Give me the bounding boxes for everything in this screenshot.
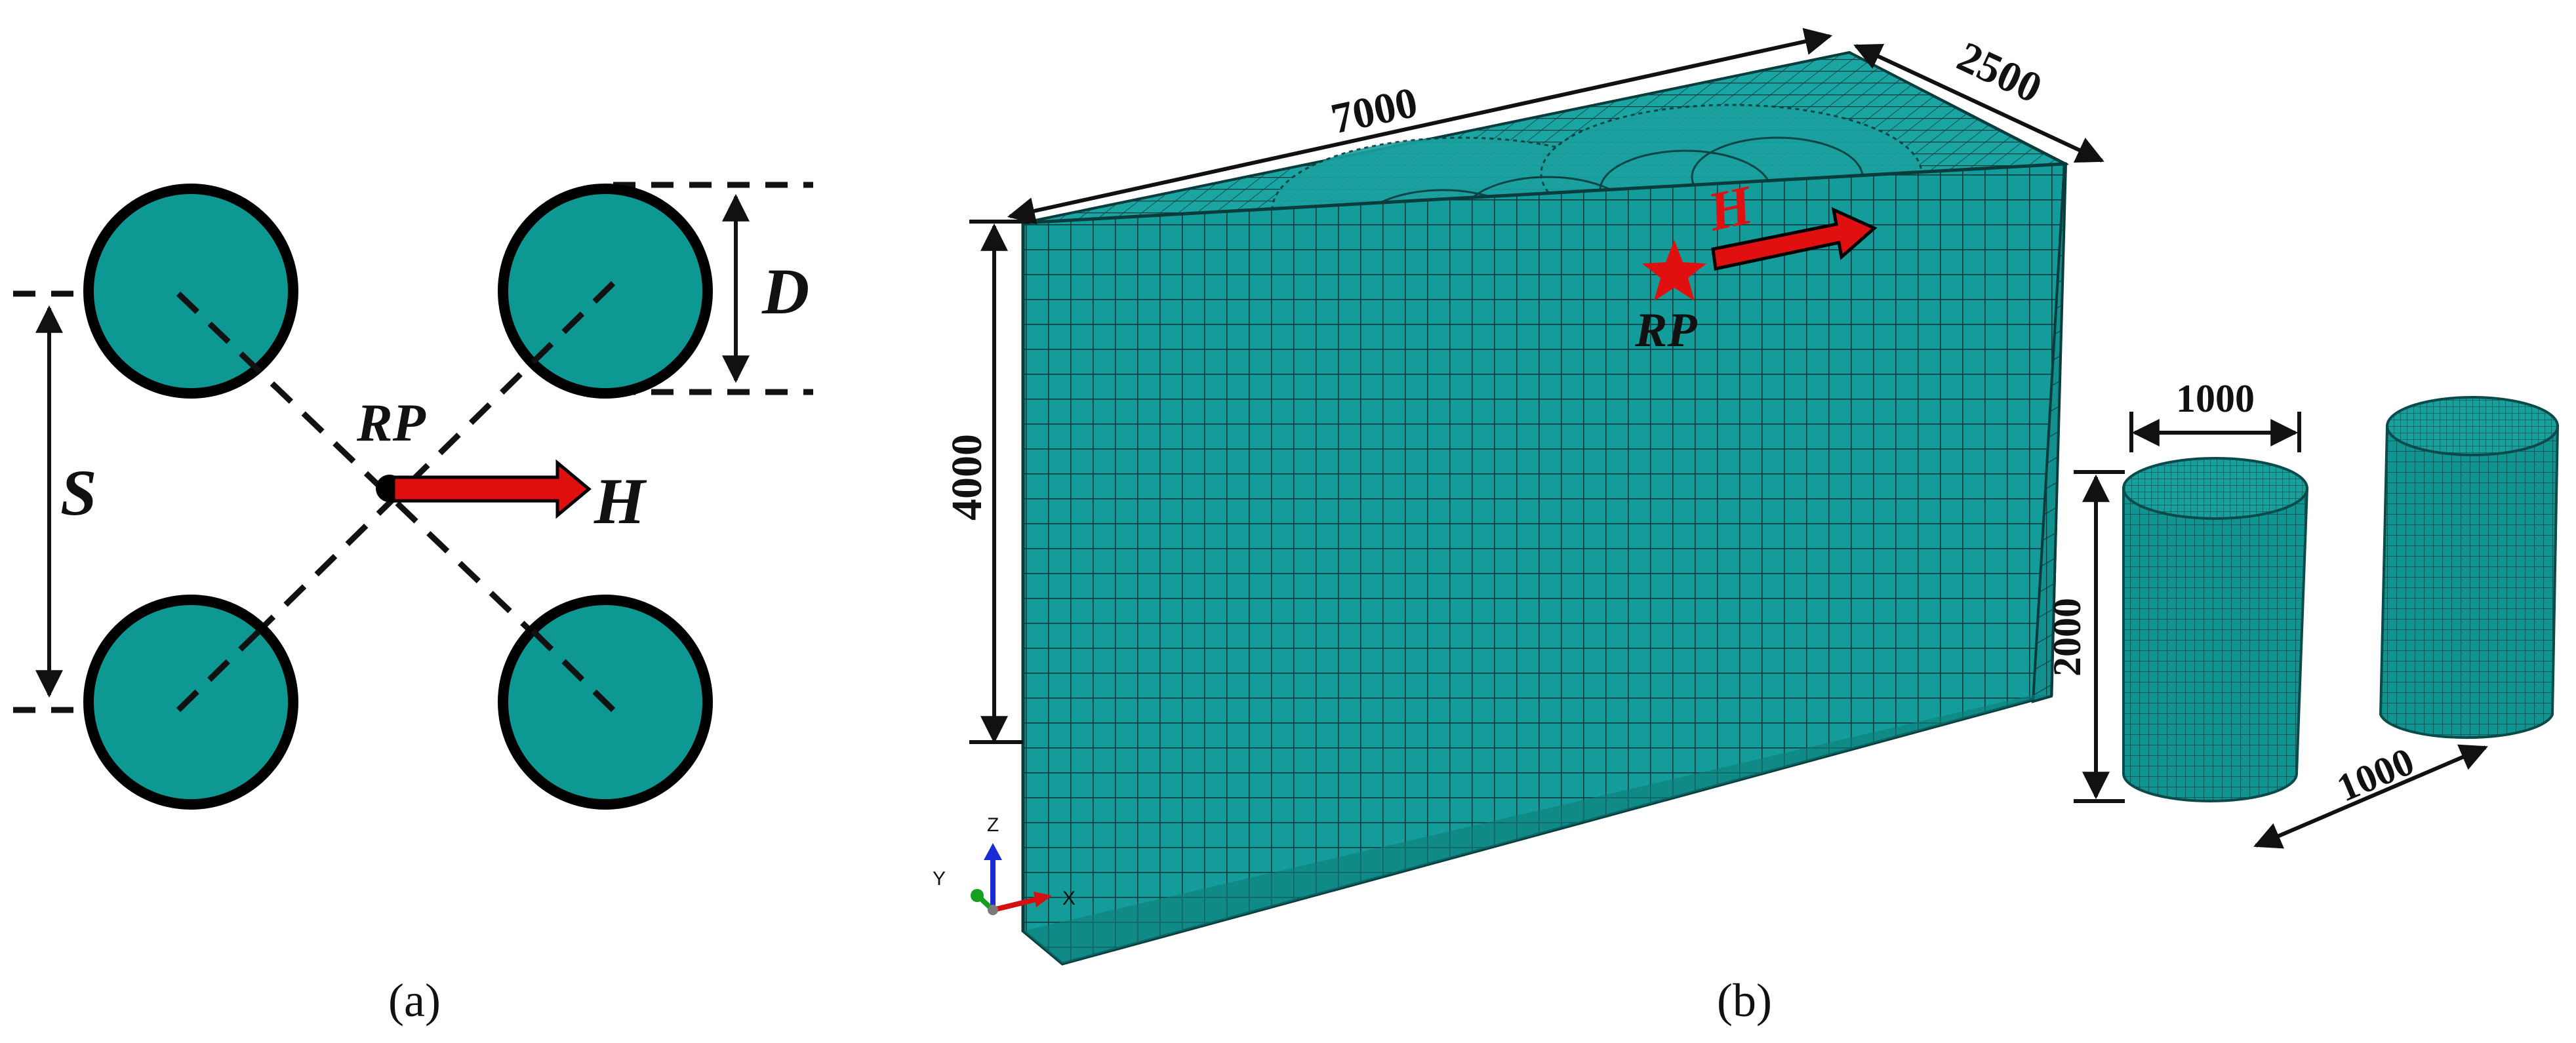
- caption-b: (b): [1717, 974, 1772, 1027]
- soil-block-bottom-edge: [1023, 695, 2051, 964]
- dimension-line-2500: [1853, 43, 2104, 163]
- pile-circle-bottom-left: [83, 595, 298, 810]
- dim-label-pile-length: 2000: [2045, 598, 2089, 677]
- axis-label-y: Y: [933, 868, 946, 890]
- dim-label-2500: 2500: [1950, 33, 2049, 113]
- label-h: H: [594, 465, 647, 538]
- pile-model-left: [2122, 457, 2309, 802]
- load-arrow-h-3d: [1711, 207, 1878, 271]
- label-rp: RP: [356, 393, 426, 452]
- dim-label-4000: 4000: [943, 434, 991, 521]
- pile-model-right: [2379, 396, 2560, 739]
- label-d: D: [761, 255, 809, 328]
- panel-b: 7000 2500 4000 H RP Z X Y: [933, 28, 2560, 1027]
- caption-a: (a): [388, 974, 441, 1027]
- dim-label-pile-diameter: 1000: [2176, 377, 2255, 420]
- pile-circle-top-left: [83, 184, 298, 399]
- axis-label-x: X: [1062, 888, 1076, 909]
- label-s: S: [60, 456, 97, 529]
- label-rp-3d: RP: [1634, 304, 1697, 357]
- panel-a: D S RP H (a): [13, 182, 813, 1027]
- pile-centerlines: [176, 281, 616, 713]
- axis-label-z: Z: [987, 814, 999, 836]
- dimension-line-7000: [1007, 28, 1833, 225]
- dimension-line-pile-spacing: [2253, 744, 2488, 849]
- dim-label-pile-spacing: 1000: [2331, 739, 2420, 810]
- load-arrow-h: [392, 459, 592, 519]
- axis-triad: Z X Y: [933, 814, 1076, 915]
- soil-block-front-face: [1021, 162, 2066, 966]
- reference-point-star: [1642, 240, 1706, 301]
- soil-block-side-face: [2031, 163, 2068, 703]
- dim-label-7000: 7000: [1327, 79, 1421, 144]
